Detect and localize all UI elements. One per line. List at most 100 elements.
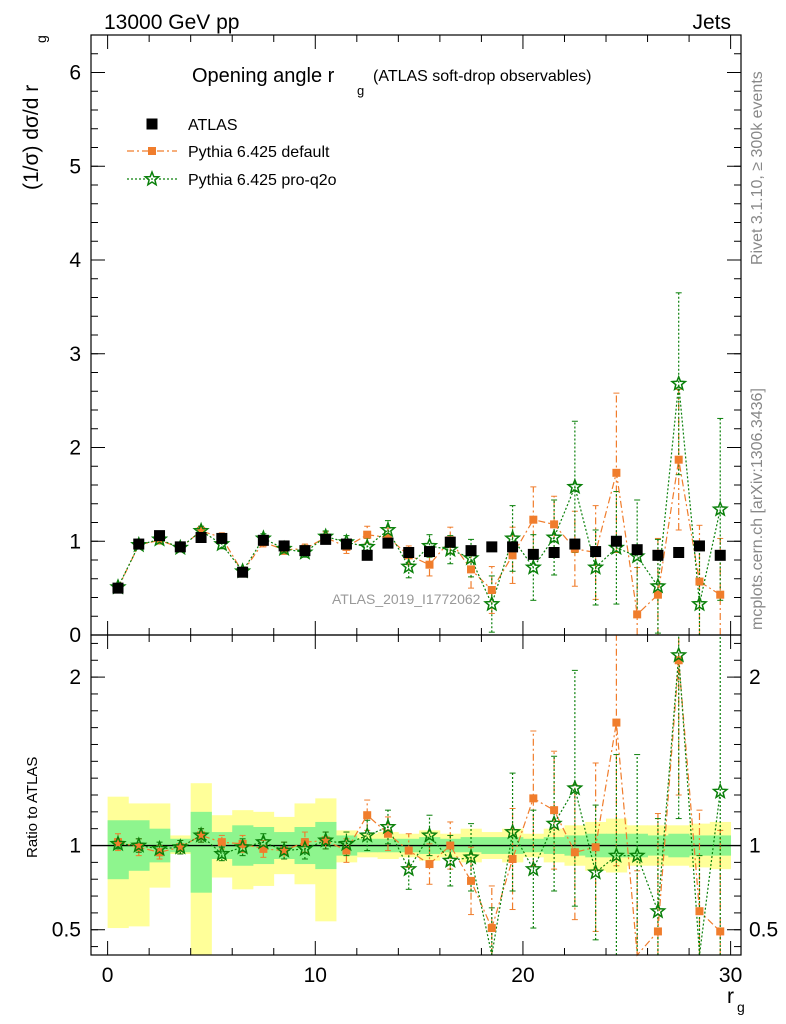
main-point-atlas [465,545,477,557]
legend-label-pythia_proq2o: Pythia 6.425 pro-q2o [188,172,337,189]
ratio-panel: 0.5 0.5 1 1 2 2 0 10 20 30 [52,634,778,987]
legend: ATLAS Pythia 6.425 default Pythia 6.425 pr… [127,117,337,189]
legend-entry-atlas: ATLAS [146,117,238,134]
main-x-ticks [107,35,732,635]
plot-title-suffix: (ATLAS soft-drop observables) [373,68,591,85]
main-y-tick-label: 0 [69,624,81,647]
ratio-point-pythia_proq2o [296,839,314,857]
ratio-point-pythia_proq2o [317,831,335,848]
ratio-y-tick-label-left: 0.5 [52,919,81,942]
main-point-atlas [693,540,705,552]
ratio-point-pythia_proq2o [649,902,667,919]
ratio-point-pythia_proq2o [669,646,688,663]
main-point-pythia_default [633,610,642,619]
ratio-point-pythia_proq2o [171,838,190,855]
main-series-lines [117,383,721,616]
main-point-atlas [174,541,186,553]
ratio-point-pythia_proq2o [109,834,127,852]
ratio-point-pythia_proq2o [420,826,439,843]
ratio-point-pythia_default [259,844,268,853]
ratio-point-pythia_proq2o [566,779,584,796]
ratio-x-ticks: 0 10 20 30 [102,635,742,987]
ratio-point-pythia_default [674,656,683,665]
plot-title-main: Opening angle r [192,65,335,87]
main-y-tick-label: 5 [69,155,81,178]
ratio-band_inner-bin [190,811,212,893]
x-tick-label: 0 [102,964,114,987]
ratio-point-pythia_proq2o [254,833,272,850]
ratio-y-label: Ratio to ATLAS [24,757,41,858]
main-point-pythia_default [383,533,392,542]
main-y-tick-label: 4 [69,249,81,272]
ratio-y-ticks: 0.5 0.5 1 1 2 2 [52,642,778,948]
ratio-point-pythia_proq2o [400,859,418,877]
main-point-pythia_default [550,520,559,529]
main-point-atlas [486,541,498,553]
main-point-atlas [673,547,685,558]
main-point-atlas [195,532,207,543]
ratio-series-markers [109,646,729,936]
main-point-atlas [714,549,726,561]
main-point-atlas [216,532,228,544]
main-point-pythia_default [612,468,621,477]
legend-entry-pythia_proq2o: Pythia 6.425 pro-q2o [127,169,337,189]
main-point-pythia_proq2o [586,558,605,575]
x-tick-label: 30 [719,964,742,987]
ratio-point-pythia_default [425,860,434,869]
ratio-point-pythia_default [446,841,455,850]
ratio-point-pythia_proq2o [130,836,148,853]
ratio-frame [90,634,742,956]
ratio-point-pythia_default [716,927,725,936]
legend-marker-pythia_proq2o [143,169,161,187]
ratio-point-pythia_default [363,811,372,820]
legend-marker-atlas [146,118,158,130]
plot-title: Opening angle r g (ATLAS soft-drop obser… [192,65,591,98]
main-point-pythia_default [508,551,517,560]
main-point-atlas [299,545,311,557]
ratio-point-pythia_default [467,876,476,885]
main-point-atlas [590,546,602,558]
main-point-atlas [423,546,435,558]
ratio-point-pythia_default [113,838,122,847]
main-point-atlas [548,547,560,558]
legend-label-pythia_default: Pythia 6.425 default [188,144,330,161]
ratio-point-pythia_proq2o [213,844,231,862]
main-point-pythia_proq2o [670,374,688,392]
header-left: 13000 GeV pp [104,11,239,34]
legend-label-atlas: ATLAS [188,117,238,134]
ratio-point-pythia_default [591,843,600,852]
ratio-point-pythia_proq2o [524,859,543,877]
main-point-pythia_default [674,455,683,464]
main-y-label-subscript: g [33,35,49,43]
x-label-text: r [727,985,734,1008]
header-right: Jets [692,11,731,34]
ratio-point-pythia_proq2o [587,863,605,880]
main-point-pythia_default [695,577,704,586]
main-point-atlas [403,547,415,558]
main-point-pythia_proq2o [524,558,543,575]
main-point-pythia_default [716,590,725,599]
main-point-pythia_default [467,565,476,574]
main-point-pythia_default [197,526,206,535]
main-point-pythia_default [653,590,662,599]
main-y-tick-label: 6 [69,62,81,85]
main-point-atlas [610,535,622,547]
ratio-point-pythia_default [176,843,185,852]
ratio-point-pythia_default [570,848,579,857]
analysis-watermark: ATLAS_2019_I1772062 [332,591,481,607]
main-series-markers [109,374,729,619]
ratio-point-pythia_default [508,855,517,863]
main-y-label-text: (1/σ) dσ/d r [20,85,43,190]
ratio-point-pythia_default [695,907,704,916]
main-point-atlas [382,537,394,549]
plot-title-subscript: g [357,83,364,98]
ratio-point-pythia_proq2o [358,826,376,843]
main-point-atlas [444,536,456,548]
main-point-atlas [320,533,332,545]
ratio-point-pythia_default [217,838,226,847]
main-y-tick-label: 3 [69,343,81,366]
ratio-point-pythia_proq2o [462,848,480,865]
ratio-point-pythia_proq2o [379,817,397,835]
main-panel: 0 1 2 3 4 5 6 [69,34,742,647]
